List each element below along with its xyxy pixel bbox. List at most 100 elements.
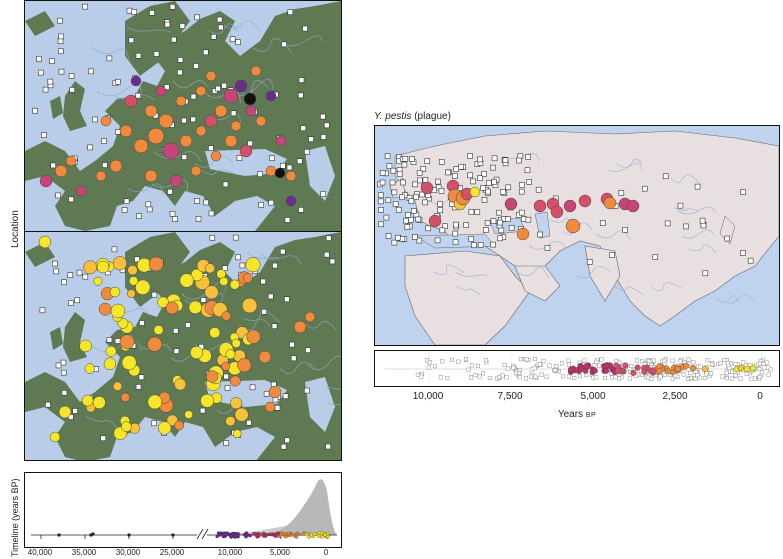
sample-marker bbox=[61, 279, 67, 286]
sample-marker bbox=[58, 33, 64, 40]
river bbox=[576, 265, 611, 279]
strip-sample-dot bbox=[649, 367, 656, 374]
sample-marker bbox=[505, 216, 511, 222]
sample-dot bbox=[58, 405, 72, 419]
strip-sample-marker bbox=[733, 373, 738, 378]
iceland bbox=[25, 242, 55, 267]
sample-marker bbox=[126, 7, 133, 14]
sample-marker bbox=[490, 218, 497, 224]
sample-dot bbox=[258, 350, 272, 364]
river bbox=[172, 80, 208, 89]
sample-marker bbox=[146, 206, 153, 213]
sample-dot bbox=[265, 90, 277, 102]
sample-dot bbox=[188, 300, 202, 315]
sample-marker bbox=[468, 208, 475, 215]
river bbox=[608, 162, 642, 173]
sample-dot bbox=[603, 196, 617, 210]
sample-dot bbox=[109, 159, 123, 173]
strip-sample-marker bbox=[445, 376, 450, 381]
sample-marker bbox=[391, 189, 398, 196]
timeline-sample bbox=[309, 533, 314, 538]
sample-marker bbox=[172, 328, 179, 334]
sample-marker bbox=[401, 161, 408, 168]
sample-marker bbox=[320, 134, 327, 140]
timeline-sample bbox=[257, 533, 262, 537]
river bbox=[282, 35, 323, 47]
sample-marker bbox=[434, 237, 441, 244]
sample-marker bbox=[281, 41, 287, 48]
sample-marker bbox=[218, 24, 224, 31]
sample-dot bbox=[179, 273, 194, 288]
sample-marker bbox=[497, 219, 503, 226]
sample-marker bbox=[235, 254, 241, 261]
sample-marker bbox=[484, 220, 491, 226]
strip-sample-marker bbox=[761, 361, 766, 366]
sample-marker bbox=[41, 132, 47, 138]
sample-marker bbox=[491, 179, 497, 185]
plague-axis-tick: 10,000 bbox=[412, 391, 444, 402]
strip-sample-dot bbox=[572, 367, 579, 374]
sample-marker bbox=[403, 217, 409, 224]
sample-marker bbox=[45, 401, 51, 408]
strip-sample-marker bbox=[718, 360, 723, 365]
sample-dot bbox=[39, 174, 53, 188]
river bbox=[682, 229, 715, 239]
strip-sample-marker bbox=[419, 374, 424, 379]
sample-dot bbox=[242, 272, 253, 283]
sample-marker bbox=[173, 348, 180, 354]
sample-marker bbox=[290, 355, 297, 362]
strip-sample-marker bbox=[744, 371, 749, 376]
strip-sample-marker bbox=[758, 361, 763, 366]
river bbox=[515, 266, 550, 279]
sample-marker bbox=[36, 55, 42, 62]
strip-sample-marker bbox=[513, 371, 518, 376]
sample-marker bbox=[68, 73, 75, 79]
strip-sample-marker bbox=[749, 376, 754, 381]
timeline-sample bbox=[283, 534, 288, 539]
sample-dot bbox=[119, 124, 133, 138]
river bbox=[307, 355, 341, 371]
sample-dot bbox=[237, 358, 252, 373]
sample-dot bbox=[209, 327, 221, 339]
sample-marker bbox=[502, 157, 509, 164]
strip-sample-marker bbox=[572, 376, 577, 381]
river bbox=[235, 79, 269, 95]
sample-marker bbox=[179, 23, 186, 29]
sample-dot bbox=[158, 113, 174, 129]
sample-dot bbox=[190, 165, 202, 177]
sample-dot bbox=[225, 416, 236, 427]
strip-sample-marker bbox=[681, 372, 686, 377]
sample-marker bbox=[222, 181, 229, 188]
strip-sample-marker bbox=[427, 360, 432, 365]
sample-dot bbox=[169, 174, 183, 188]
river bbox=[198, 168, 237, 176]
eurasia-plague-map bbox=[374, 125, 780, 346]
strip-sample-marker bbox=[577, 374, 582, 379]
sample-dot bbox=[184, 410, 194, 420]
sample-marker bbox=[325, 443, 331, 450]
axis-break bbox=[196, 528, 204, 540]
sample-marker bbox=[39, 307, 46, 314]
sample-marker bbox=[55, 192, 61, 199]
timeline-sample bbox=[91, 532, 95, 536]
sample-dot bbox=[563, 199, 577, 213]
sample-marker bbox=[405, 211, 411, 218]
sample-marker bbox=[37, 69, 44, 76]
strip-sample-marker bbox=[730, 369, 735, 374]
strip-sample-dot bbox=[674, 366, 681, 373]
strip-sample-marker bbox=[432, 364, 437, 369]
strip-sample-dot bbox=[689, 364, 697, 372]
sample-dot bbox=[255, 115, 267, 127]
sample-dot bbox=[174, 378, 187, 391]
sample-marker bbox=[508, 224, 515, 231]
timeline-sample bbox=[171, 533, 175, 537]
sample-marker bbox=[385, 197, 392, 204]
sample-dot bbox=[293, 320, 307, 334]
strip-sample-marker bbox=[500, 373, 505, 378]
strip-sample-dot bbox=[701, 365, 709, 373]
sample-marker bbox=[379, 170, 386, 176]
strip-sample-marker bbox=[584, 373, 589, 378]
timeline-tick: 10,000 bbox=[217, 548, 243, 557]
strip-sample-dot bbox=[603, 367, 610, 374]
sample-marker bbox=[391, 239, 398, 246]
